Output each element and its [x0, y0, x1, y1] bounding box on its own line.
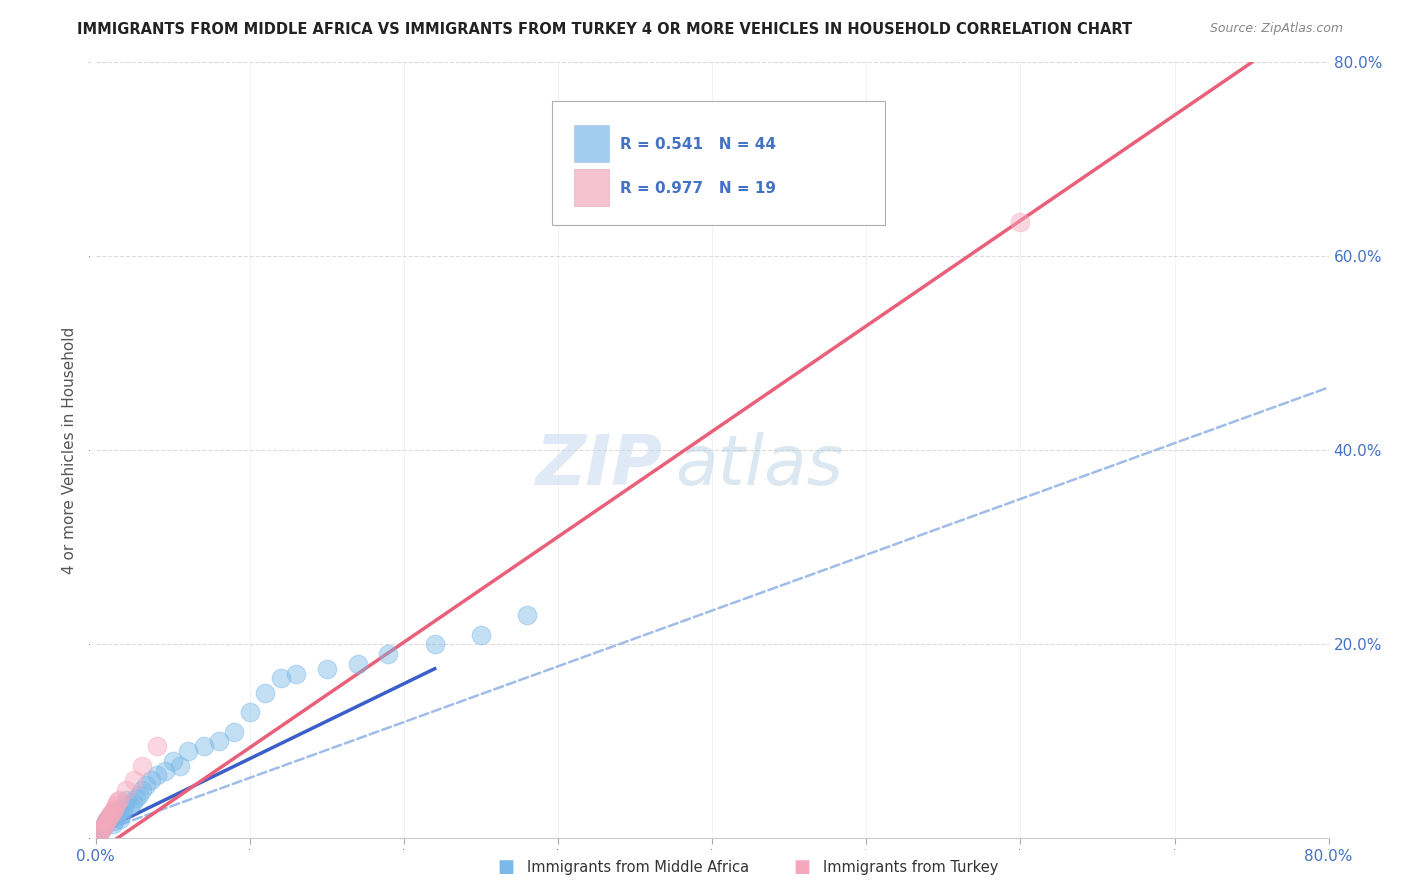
Point [101, 805, 124, 819]
FancyBboxPatch shape [551, 101, 884, 226]
Point [346, 657, 368, 671]
Text: ZIP: ZIP [536, 433, 662, 500]
Point [94, 817, 117, 831]
Point [146, 768, 169, 782]
Point [97, 812, 120, 826]
Point [1010, 215, 1032, 229]
Text: R = 0.541   N = 44: R = 0.541 N = 44 [620, 137, 776, 153]
Point [111, 807, 134, 822]
Point [315, 662, 337, 676]
Point [105, 807, 128, 822]
Point [177, 744, 200, 758]
Point [91, 820, 114, 834]
Point [131, 783, 153, 797]
Point [89, 823, 111, 838]
Point [377, 647, 399, 661]
Point [128, 788, 150, 802]
Point [112, 802, 135, 816]
Point [104, 797, 127, 812]
Point [162, 754, 184, 768]
Point [169, 758, 191, 772]
FancyBboxPatch shape [574, 125, 609, 161]
Text: Immigrants from Turkey: Immigrants from Turkey [823, 860, 998, 874]
Point [87, 827, 110, 841]
Point [90, 822, 112, 836]
Point [98, 810, 121, 824]
Point [153, 764, 176, 778]
Point [96, 814, 118, 828]
FancyBboxPatch shape [574, 169, 609, 206]
Text: R = 0.977   N = 19: R = 0.977 N = 19 [620, 181, 776, 195]
Point [107, 805, 129, 819]
Text: Source: ZipAtlas.com: Source: ZipAtlas.com [1209, 22, 1343, 36]
Point [103, 814, 125, 828]
Point [103, 802, 125, 816]
Text: Immigrants from Middle Africa: Immigrants from Middle Africa [527, 860, 749, 874]
Point [224, 724, 246, 739]
Text: atlas: atlas [675, 433, 844, 500]
Point [121, 795, 143, 809]
Point [135, 778, 157, 792]
Point [115, 793, 138, 807]
Point [125, 790, 148, 805]
Text: IMMIGRANTS FROM MIDDLE AFRICA VS IMMIGRANTS FROM TURKEY 4 OR MORE VEHICLES IN HO: IMMIGRANTS FROM MIDDLE AFRICA VS IMMIGRA… [77, 22, 1132, 37]
Point [193, 739, 215, 754]
Point [516, 608, 538, 623]
Point [118, 797, 141, 812]
Point [101, 817, 124, 831]
Point [105, 795, 128, 809]
Point [285, 666, 308, 681]
Point [100, 807, 122, 822]
Text: 0.0%: 0.0% [76, 849, 115, 863]
Point [115, 783, 138, 797]
Y-axis label: 4 or more Vehicles in Household: 4 or more Vehicles in Household [62, 326, 77, 574]
Point [91, 820, 114, 834]
Point [94, 817, 117, 831]
Point [98, 810, 121, 824]
Point [110, 812, 132, 826]
Point [100, 807, 122, 822]
Point [104, 810, 127, 824]
Point [470, 628, 492, 642]
Point [208, 734, 231, 748]
Point [114, 797, 136, 812]
Point [97, 812, 120, 826]
Point [131, 758, 153, 772]
Point [96, 814, 118, 828]
Point [122, 773, 145, 788]
Point [254, 686, 277, 700]
Point [107, 793, 129, 807]
Text: ■: ■ [793, 858, 810, 876]
Text: ■: ■ [498, 858, 515, 876]
Point [87, 827, 110, 841]
Text: 80.0%: 80.0% [1305, 849, 1353, 863]
Point [423, 637, 446, 651]
Point [270, 672, 292, 686]
Point [139, 773, 162, 788]
Point [239, 706, 262, 720]
Point [90, 822, 112, 836]
Point [146, 739, 169, 754]
Point [89, 823, 111, 838]
